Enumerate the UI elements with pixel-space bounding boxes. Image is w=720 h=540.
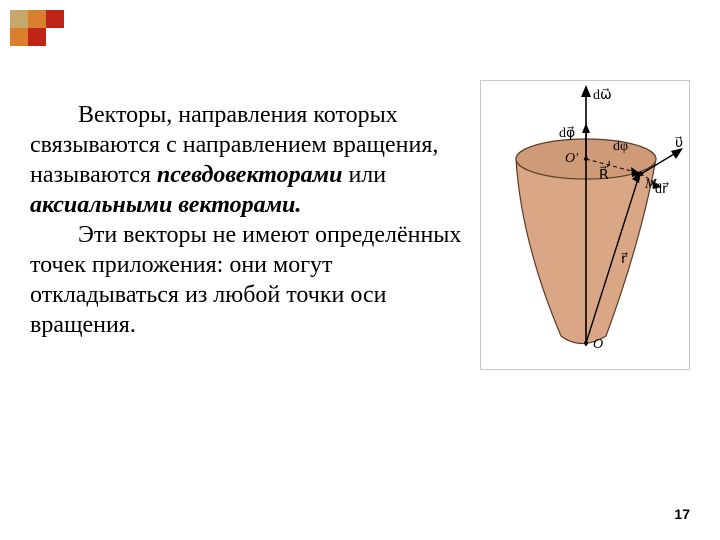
- deco-square: [10, 10, 28, 28]
- label-v: υ⃗: [675, 135, 683, 152]
- apex-O: [584, 341, 588, 345]
- label-r: r⃗: [621, 251, 627, 268]
- para1-plain-c: или: [342, 162, 386, 188]
- deco-square: [46, 10, 64, 28]
- label-d-phi-top: dφ⃗: [559, 125, 575, 142]
- para1-term-2: аксиальными векторами.: [30, 192, 301, 218]
- paragraph-1: Векторы, направления которых связываются…: [30, 100, 470, 220]
- label-M: M: [645, 177, 657, 193]
- rotation-diagram: dω⃗ dφ⃗ O' R⃗ dφ υ⃗ dr⃗ M r⃗ O: [480, 80, 690, 370]
- paragraph-2: Эти векторы не имеют определённых точек …: [30, 220, 470, 340]
- label-d-omega: dω⃗: [593, 87, 612, 104]
- label-d-phi-side: dφ: [613, 139, 628, 155]
- para1-term-1: псевдовекторами: [157, 162, 343, 188]
- dphi-axis-arrowhead: [582, 123, 590, 133]
- deco-square: [10, 28, 28, 46]
- label-O: O: [593, 337, 603, 353]
- label-O-prime: O': [565, 151, 578, 167]
- label-R: R⃗: [599, 167, 609, 184]
- deco-square: [28, 28, 46, 46]
- main-text-block: Векторы, направления которых связываются…: [30, 100, 470, 340]
- deco-square: [28, 10, 46, 28]
- page-number: 17: [674, 506, 690, 522]
- corner-decoration: [10, 10, 90, 50]
- axis-arrowhead: [581, 85, 591, 97]
